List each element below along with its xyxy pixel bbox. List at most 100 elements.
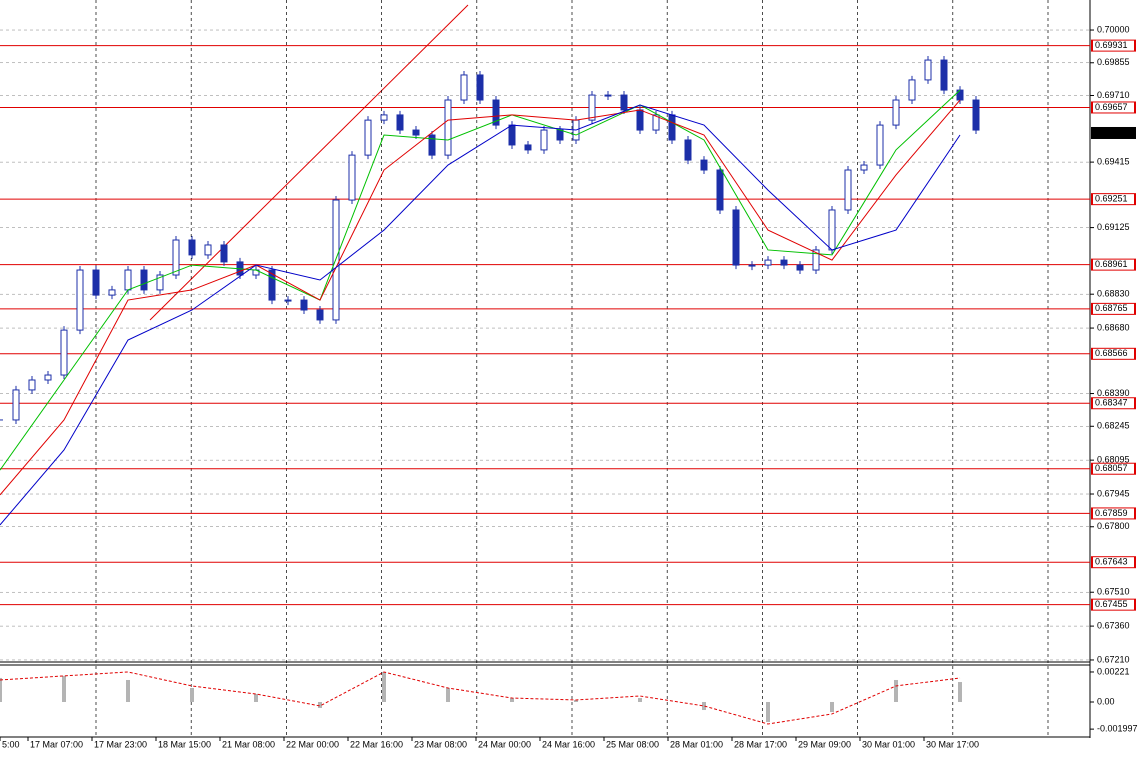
candle <box>924 59 932 81</box>
level-label: 0.69657 <box>1095 102 1128 112</box>
candle <box>428 134 436 156</box>
candle <box>268 269 276 301</box>
level-label: 0.69251 <box>1095 194 1128 204</box>
candle <box>28 379 36 391</box>
level-label-bg <box>1093 303 1134 314</box>
y-tick-label: 0.68680 <box>1097 322 1130 332</box>
macd-bar <box>574 699 578 702</box>
macd-bar <box>254 693 258 702</box>
macd-bar <box>318 701 322 708</box>
level-label: 0.67455 <box>1095 599 1128 609</box>
candle <box>124 269 132 291</box>
y-tick-label: 0.70000 <box>1097 24 1130 34</box>
candle <box>524 144 532 151</box>
candle <box>716 169 724 211</box>
candle <box>700 159 708 171</box>
x-tick-label: 24 Mar 16:00 <box>542 739 595 749</box>
candle <box>348 154 356 201</box>
candle <box>44 374 52 381</box>
candle <box>652 114 660 131</box>
macd-bar <box>382 671 386 702</box>
candle <box>860 164 868 171</box>
macd-y-tick-label: 0.00 <box>1097 696 1115 706</box>
candle <box>796 264 804 271</box>
y-tick-label: 0.68245 <box>1097 421 1130 431</box>
macd-bar <box>958 682 962 702</box>
macd-bar <box>702 701 706 711</box>
candle <box>540 129 548 151</box>
macd-bar <box>638 698 642 702</box>
candle <box>604 94 612 97</box>
candle <box>316 309 324 321</box>
x-tick-label: 17 Mar 07:00 <box>30 739 83 749</box>
y-tick-label: 0.67510 <box>1097 587 1130 597</box>
candle <box>508 124 516 146</box>
x-tick-label: 18 Mar 15:00 <box>158 739 211 749</box>
y-tick-label: 0.67360 <box>1097 620 1130 630</box>
level-label: 0.68961 <box>1095 259 1128 269</box>
y-tick-label: 0.68830 <box>1097 289 1130 299</box>
candle <box>284 299 292 302</box>
level-label-bg <box>1093 557 1134 568</box>
candle <box>476 74 484 101</box>
x-tick-label: 21 Mar 08:00 <box>222 739 275 749</box>
y-tick-label: 0.69125 <box>1097 222 1130 232</box>
candle <box>972 99 980 131</box>
y-tick-label: 0.69415 <box>1097 156 1130 166</box>
y-tick-label: 0.67210 <box>1097 654 1130 664</box>
moving-average <box>0 99 961 496</box>
candle <box>732 209 740 266</box>
candle <box>140 269 148 291</box>
level-label-bg <box>1093 508 1134 519</box>
level-label-bg <box>1093 398 1134 409</box>
x-tick-label: 22 Mar 00:00 <box>286 739 339 749</box>
y-tick-label: 0.68095 <box>1097 455 1130 465</box>
candle <box>108 289 116 296</box>
candle <box>892 99 900 126</box>
candle <box>460 74 468 101</box>
candle <box>748 264 756 267</box>
candle <box>764 259 772 266</box>
moving-average <box>0 104 961 526</box>
candle <box>364 119 372 156</box>
y-tick-label: 0.68390 <box>1097 388 1130 398</box>
macd-bar <box>126 679 130 702</box>
candle <box>684 139 692 161</box>
macd-signal <box>0 671 961 725</box>
candle <box>204 244 212 256</box>
candle <box>556 129 564 141</box>
level-label-bg <box>1093 599 1134 610</box>
level-label: 0.69931 <box>1095 40 1128 50</box>
candle <box>844 169 852 211</box>
candle <box>60 329 68 376</box>
candle <box>412 129 420 136</box>
candle <box>92 269 100 296</box>
level-label-bg <box>1093 102 1134 113</box>
y-tick-label: 0.69855 <box>1097 57 1130 67</box>
candle <box>172 239 180 276</box>
x-tick-label: 17 Mar 23:00 <box>94 739 147 749</box>
macd-y-tick-label: -0.001997 <box>1097 723 1138 733</box>
candle <box>876 124 884 166</box>
macd-bar <box>190 688 194 702</box>
x-tick-label: 5:00 <box>2 739 20 749</box>
candle <box>156 274 164 291</box>
candle <box>780 259 788 266</box>
current-price-label: 0.69544 <box>1095 127 1128 137</box>
candle <box>300 299 308 311</box>
x-tick-label: 24 Mar 00:00 <box>478 739 531 749</box>
macd-bar <box>446 688 450 702</box>
candle <box>444 99 452 156</box>
macd-bar <box>0 677 2 702</box>
candle <box>76 269 84 331</box>
level-label: 0.68057 <box>1095 463 1128 473</box>
level-label-bg <box>1093 348 1134 359</box>
macd-bar <box>766 701 770 722</box>
candle <box>188 239 196 256</box>
y-tick-label: 0.67800 <box>1097 521 1130 531</box>
candle <box>940 59 948 91</box>
candle <box>588 94 596 121</box>
x-tick-label: 30 Mar 17:00 <box>926 739 979 749</box>
candle <box>636 109 644 131</box>
